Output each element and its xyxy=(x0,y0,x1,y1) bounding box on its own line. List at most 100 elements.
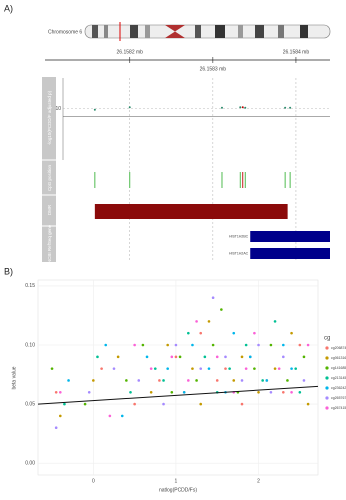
point xyxy=(282,390,285,394)
point xyxy=(187,331,190,335)
point xyxy=(224,367,227,370)
association-point xyxy=(239,106,242,109)
point xyxy=(261,379,264,382)
point xyxy=(240,379,244,382)
track-label: -log10(PCDD/F adjusted p) xyxy=(47,90,52,145)
point xyxy=(302,379,306,382)
point xyxy=(203,355,207,359)
point xyxy=(133,343,136,347)
point xyxy=(215,355,219,359)
point xyxy=(141,343,145,347)
point xyxy=(195,320,198,323)
point xyxy=(116,355,120,359)
point xyxy=(54,390,58,394)
association-point xyxy=(241,106,244,109)
ideogram xyxy=(84,22,331,41)
band xyxy=(130,25,138,38)
chromosome-body xyxy=(84,24,331,39)
x-tick-label: 1 xyxy=(175,478,178,484)
point xyxy=(294,367,297,370)
gene-label: HIST1H2BC xyxy=(229,234,249,238)
point xyxy=(290,390,293,394)
point xyxy=(232,379,236,382)
point xyxy=(306,343,310,347)
dmr xyxy=(94,204,288,219)
point xyxy=(104,343,108,347)
association-point xyxy=(244,106,247,109)
point xyxy=(133,402,136,406)
track-label-column xyxy=(42,77,56,262)
point xyxy=(83,402,87,406)
point xyxy=(220,308,223,311)
panel-label: A) xyxy=(4,3,13,13)
point xyxy=(302,355,306,359)
point xyxy=(269,390,273,394)
point xyxy=(273,367,277,370)
point xyxy=(145,355,149,359)
point xyxy=(178,355,182,359)
point xyxy=(129,390,132,394)
y-tick-label: 0.05 xyxy=(25,401,35,407)
association-point xyxy=(128,106,131,109)
association-point xyxy=(284,106,287,109)
point xyxy=(149,390,153,394)
point xyxy=(244,343,248,347)
point xyxy=(158,379,161,382)
point xyxy=(207,367,211,370)
point xyxy=(195,379,198,382)
point xyxy=(125,379,128,382)
point xyxy=(187,379,190,382)
y-tick-label: 0.10 xyxy=(25,342,35,348)
point xyxy=(166,367,169,370)
point xyxy=(182,390,186,394)
x-tick-label: 0 xyxy=(92,478,95,484)
centromere xyxy=(165,25,185,38)
point xyxy=(240,402,244,406)
point xyxy=(63,402,66,406)
point xyxy=(286,379,289,382)
point xyxy=(269,343,273,347)
band xyxy=(104,25,108,38)
legend-label: cg14168534 xyxy=(331,366,346,370)
point xyxy=(277,367,281,370)
point xyxy=(100,367,103,370)
legend-label: cg21314579 xyxy=(331,376,346,380)
point xyxy=(108,414,112,418)
point xyxy=(306,402,310,406)
point xyxy=(149,367,153,370)
point xyxy=(253,367,256,370)
legend-swatch xyxy=(325,366,329,370)
point xyxy=(170,390,174,394)
point xyxy=(153,367,157,370)
point xyxy=(59,414,62,418)
point xyxy=(240,355,244,359)
point xyxy=(199,331,203,335)
point xyxy=(211,296,215,300)
ruler-label: 26.1583 mb xyxy=(200,66,227,72)
ruler-label: 26.1582 mb xyxy=(117,49,144,55)
point xyxy=(265,379,269,382)
point xyxy=(290,367,293,370)
legend-title: cg xyxy=(324,336,330,342)
point xyxy=(199,402,203,406)
point xyxy=(207,320,211,323)
band xyxy=(255,25,264,38)
legend-swatch xyxy=(325,386,329,390)
chromosome-label: Chromosome 6 xyxy=(48,29,82,35)
legend-swatch xyxy=(325,356,329,360)
point xyxy=(253,331,256,335)
track-label: CpG position xyxy=(47,164,52,191)
point xyxy=(282,355,285,359)
point xyxy=(298,390,302,394)
point xyxy=(59,390,62,394)
ruler-label: 26.1584 mb xyxy=(283,49,310,55)
legend-label: cg06131645 xyxy=(331,356,346,360)
plot-area xyxy=(37,279,319,476)
legend-label: cg23624284 xyxy=(331,386,346,390)
legend-label: cg20687459 xyxy=(331,346,346,350)
point xyxy=(191,367,194,370)
y-axis-label: beta value xyxy=(11,366,17,389)
y-tick-label: 0.15 xyxy=(25,283,35,289)
track-label: NCBI RefSeq gene xyxy=(47,224,52,263)
legend-label: cg26741595 xyxy=(331,406,346,410)
